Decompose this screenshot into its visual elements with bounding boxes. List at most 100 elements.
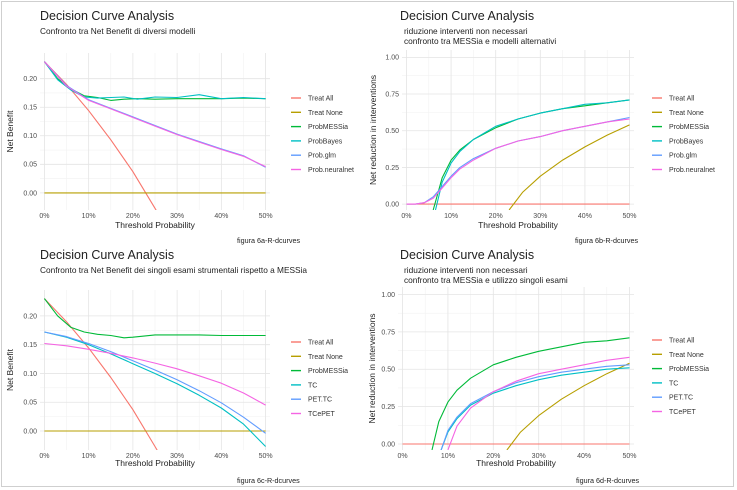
chart-caption: figura 6a-R-dcurves	[237, 236, 301, 245]
x-tick-label: 20%	[486, 453, 500, 460]
series-line-treat-all	[44, 61, 157, 210]
x-tick-label: 0%	[39, 213, 49, 220]
x-tick-label: 20%	[126, 213, 140, 220]
chart-subtitle: Confronto tra Net Benefit di diversi mod…	[40, 26, 196, 36]
series-group	[43, 298, 266, 450]
series-line-treat-none	[506, 362, 630, 450]
legend-label-tcepet: TCePET	[308, 411, 336, 418]
series-line-tcepet	[44, 342, 266, 406]
x-tick-label: 10%	[82, 453, 96, 460]
y-axis-label: Net Benefit	[5, 110, 15, 153]
y-tick-label: 0.50	[385, 128, 399, 135]
series-line-pet-tc	[44, 331, 266, 434]
x-tick-label: 10%	[444, 213, 458, 220]
y-tick-label: 0.50	[381, 367, 395, 374]
x-axis-label: Threshold Probability	[115, 458, 196, 468]
legend-label-treat-all: Treat All	[669, 96, 695, 103]
chart-caption: figura 6d-R-dcurves	[576, 476, 640, 485]
chart-subtitle-line-1: riduzione interventi non necessari	[404, 26, 528, 36]
y-tick-label: 0.25	[385, 165, 399, 172]
x-tick-label: 50%	[259, 453, 273, 460]
x-tick-label: 40%	[214, 213, 228, 220]
x-tick-label: 30%	[532, 453, 546, 460]
y-tick-label: 0.25	[381, 404, 395, 411]
y-tick-label: 0.00	[23, 190, 37, 197]
x-tick-label: 10%	[82, 213, 96, 220]
y-tick-label: 1.00	[385, 55, 399, 62]
y-tick-label: 0.20	[23, 76, 37, 83]
legend-label-probmessia: ProbMESSia	[669, 366, 709, 373]
series-line-probbayes	[43, 61, 266, 100]
legend-label-treat-all: Treat All	[308, 340, 334, 347]
legend-label-prob-neuralnet: Prob.neuralnet	[308, 167, 354, 174]
legend-label-prob-glm: Prob.glm	[308, 153, 336, 160]
y-tick-label: 0.20	[23, 313, 37, 320]
x-axis-label: Threshold Probability	[478, 220, 559, 230]
legend-label-probmessia: ProbMESSia	[308, 124, 348, 131]
x-tick-label: 40%	[578, 213, 592, 220]
y-tick-label: 0.05	[23, 400, 37, 407]
legend-label-probbayes: ProbBayes	[308, 138, 343, 145]
x-axis-label: Threshold Probability	[476, 458, 557, 468]
chart-caption: figura 6c-R-dcurves	[237, 476, 300, 485]
series-line-prob-neuralnet	[43, 61, 266, 168]
series-line-prob-neuralnet	[406, 118, 630, 205]
legend-label-treat-none: Treat None	[308, 110, 343, 117]
legend-label-prob-neuralnet: Prob.neuralnet	[669, 167, 715, 174]
x-tick-label: 30%	[533, 213, 547, 220]
legend-label-tc: TC	[669, 380, 678, 387]
series-line-pet-tc	[440, 364, 630, 450]
x-tick-label: 40%	[214, 453, 228, 460]
chart-caption: figura 6b-R-dcurves	[575, 236, 639, 245]
y-tick-label: 0.10	[23, 371, 37, 378]
series-group	[43, 61, 266, 210]
x-axis-label: Threshold Probability	[115, 220, 196, 230]
legend-label-probbayes: ProbBayes	[669, 138, 704, 145]
series-group	[402, 337, 630, 450]
legend-label-tcepet: TCePET	[669, 409, 697, 416]
legend-label-treat-none: Treat None	[669, 110, 704, 117]
y-tick-label: 0.10	[23, 133, 37, 140]
series-line-tcepet	[447, 356, 630, 450]
y-tick-label: 0.00	[23, 428, 37, 435]
y-tick-label: 0.00	[385, 202, 399, 209]
y-tick-label: 0.75	[381, 329, 395, 336]
x-tick-label: 30%	[170, 453, 184, 460]
chart-title: Decision Curve Analysis	[40, 9, 175, 23]
y-tick-label: 0.00	[381, 441, 395, 448]
legend-label-probmessia: ProbMESSia	[308, 368, 348, 375]
chart-subtitle-line-1: riduzione interventi non necessari	[404, 265, 528, 275]
y-tick-label: 0.75	[385, 91, 399, 98]
chart-title: Decision Curve Analysis	[40, 248, 175, 262]
legend-label-treat-none: Treat None	[669, 352, 704, 359]
y-tick-label: 1.00	[381, 292, 395, 299]
series-group	[406, 99, 630, 210]
y-axis-label: Net reduction in interventions	[368, 75, 378, 185]
series-line-treat-none	[508, 124, 630, 210]
legend-label-tc: TC	[308, 382, 317, 389]
legend-label-pet-tc: PET.TC	[308, 397, 332, 404]
series-line-probmessia	[43, 298, 266, 339]
chart-subtitle: Confronto tra Net Benefit dei singoli es…	[40, 265, 308, 275]
x-tick-label: 40%	[577, 453, 591, 460]
x-tick-label: 0%	[401, 213, 411, 220]
x-tick-label: 20%	[126, 453, 140, 460]
series-line-probbayes	[434, 99, 630, 210]
x-tick-label: 50%	[623, 213, 637, 220]
series-line-probmessia	[432, 99, 630, 210]
x-tick-label: 10%	[441, 453, 455, 460]
series-line-treat-all	[44, 298, 158, 450]
legend-label-treat-all: Treat All	[669, 338, 695, 345]
series-line-tc	[440, 367, 630, 450]
legend-label-treat-none: Treat None	[308, 354, 343, 361]
legend-label-prob-glm: Prob.glm	[669, 153, 697, 160]
x-tick-label: 0%	[39, 453, 49, 460]
chart-subtitle-line-2: confronto tra MESSia e utilizzo singoli …	[404, 275, 568, 285]
legend-label-probmessia: ProbMESSia	[669, 124, 709, 131]
legend-label-pet-tc: PET.TC	[669, 395, 693, 402]
y-tick-label: 0.15	[23, 342, 37, 349]
